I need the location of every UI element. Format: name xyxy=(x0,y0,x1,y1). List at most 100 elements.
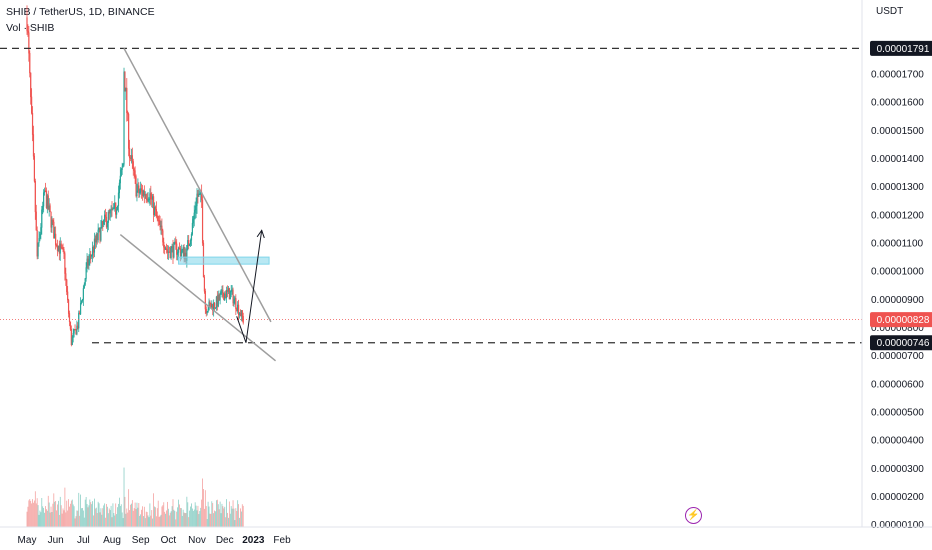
volume-bar xyxy=(92,501,94,527)
volume-bar xyxy=(55,501,57,527)
candle-body xyxy=(81,299,84,302)
candle-body xyxy=(29,52,31,74)
volume-bar xyxy=(236,510,238,527)
volume-bar xyxy=(185,513,187,527)
candle-body xyxy=(108,211,110,214)
currency-label: USDT xyxy=(876,6,904,17)
candle-body xyxy=(126,87,128,114)
candle-body xyxy=(209,301,211,305)
drawings xyxy=(0,47,862,362)
candle-body xyxy=(145,194,147,199)
volume-bar xyxy=(75,516,77,527)
volume-bar xyxy=(88,505,90,527)
candle-body xyxy=(121,166,123,170)
volume-bar xyxy=(119,505,121,527)
candle-body xyxy=(170,247,172,259)
volume-bar xyxy=(173,509,175,527)
lightning-icon[interactable]: ⚡ xyxy=(685,507,702,524)
candle-body xyxy=(188,240,190,246)
candle-body xyxy=(219,294,221,301)
candle-body xyxy=(104,214,107,218)
candle-body xyxy=(94,238,96,243)
volume-bar xyxy=(170,511,172,527)
volume-bar xyxy=(117,507,118,527)
volume-bar xyxy=(56,510,57,527)
volume-bar xyxy=(242,505,244,527)
x-tick-label: Oct xyxy=(161,535,177,546)
y-tick-label: 0.00001000 xyxy=(871,267,924,278)
candle-body xyxy=(79,312,81,315)
y-tick-label: 0.00000600 xyxy=(871,379,924,390)
candle-body xyxy=(59,243,61,254)
candle-body xyxy=(237,304,240,316)
volume-bar xyxy=(74,518,76,527)
volume-bar xyxy=(146,512,148,527)
volume-bar xyxy=(125,513,127,527)
candle-body xyxy=(128,113,130,149)
volume-bar xyxy=(199,511,201,527)
last-price-tag: 0.00000828 xyxy=(877,315,930,326)
candle-body xyxy=(123,71,125,165)
volume-bar xyxy=(194,502,196,527)
candle-body xyxy=(104,214,106,221)
candle-body xyxy=(140,188,142,193)
volume-bar xyxy=(163,502,165,527)
volume-bar xyxy=(198,514,200,527)
candle-body xyxy=(137,185,139,192)
x-tick-label: Feb xyxy=(273,535,291,546)
volume-bar xyxy=(202,478,203,527)
volume-bar xyxy=(141,509,142,527)
x-tick-label: Jul xyxy=(77,535,90,546)
candle-body xyxy=(142,190,145,196)
volume-bar xyxy=(139,515,141,527)
volume-bar xyxy=(219,501,221,527)
volume-bar xyxy=(238,504,239,527)
candle-body xyxy=(204,290,206,310)
volume-bar xyxy=(81,508,82,527)
volume-bar xyxy=(138,503,140,527)
volume-bar xyxy=(137,507,139,527)
candle-body xyxy=(125,87,127,92)
volume-bar xyxy=(180,508,182,527)
candle-body xyxy=(45,190,48,208)
volume-bar xyxy=(153,493,154,527)
candle-body xyxy=(55,244,58,247)
volume-bar xyxy=(39,510,41,527)
candle-body xyxy=(153,206,156,215)
candle-body xyxy=(75,329,77,335)
volume-bar xyxy=(212,503,214,527)
volume-bar xyxy=(84,499,86,527)
volume-bar xyxy=(37,505,39,527)
x-tick-label: Nov xyxy=(188,535,206,546)
volume-bar xyxy=(42,506,44,527)
volume-bar xyxy=(86,504,88,527)
candle-body xyxy=(241,310,243,317)
candle-body xyxy=(159,220,161,228)
volume-bar xyxy=(122,518,124,527)
volume-bar xyxy=(111,517,113,527)
volume-bar xyxy=(143,506,145,527)
volume-bar xyxy=(67,510,69,527)
volume-bar xyxy=(183,512,185,527)
volume-bar xyxy=(33,502,34,527)
candle-body xyxy=(48,205,50,210)
volume-bar xyxy=(70,503,71,527)
volume-bar xyxy=(215,511,216,527)
volume-bar xyxy=(165,513,166,527)
volume-bar xyxy=(188,517,190,527)
candle-body xyxy=(148,198,150,201)
candle-body xyxy=(33,155,35,182)
candle-body xyxy=(151,198,153,200)
candle-body xyxy=(189,243,191,246)
volume-bar xyxy=(109,510,111,527)
candle-body xyxy=(80,300,83,304)
volume-bar xyxy=(82,510,84,527)
volume-bar xyxy=(65,512,67,527)
volume-bar xyxy=(102,508,104,527)
candle-body xyxy=(31,112,34,135)
candle-body xyxy=(199,193,201,195)
volume-bar xyxy=(98,503,100,527)
volume-bar xyxy=(106,503,107,527)
y-tick-label: 0.00001500 xyxy=(871,126,924,137)
